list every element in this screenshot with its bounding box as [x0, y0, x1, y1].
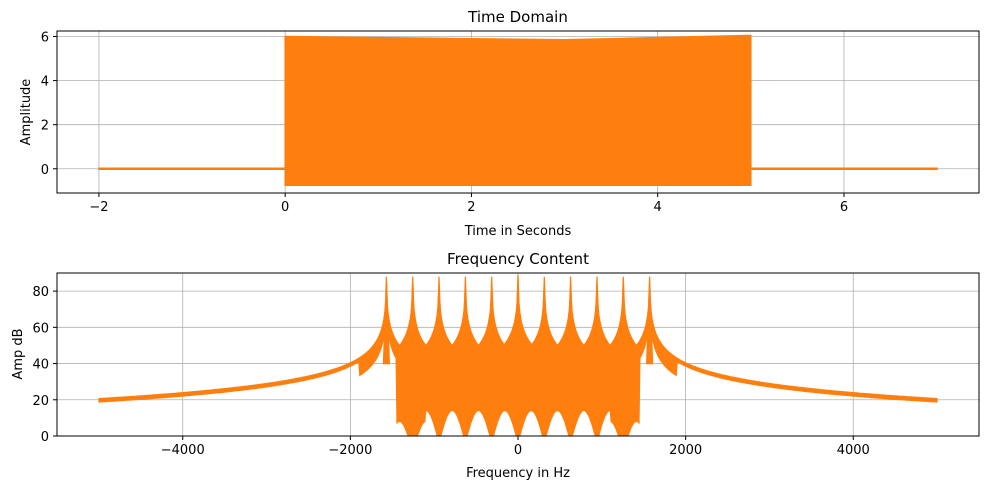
spectrum-peak [409, 276, 417, 365]
spectrum-peak [488, 276, 496, 365]
y-tick-label: 0 [41, 430, 49, 445]
y-tick-label: 6 [41, 31, 49, 46]
x-tick-label: 4 [654, 200, 662, 215]
x-tick-label: 0 [514, 443, 522, 458]
frequency-content-y-label: Amp dB [11, 328, 26, 379]
x-tick-label: 2 [467, 200, 475, 215]
time-domain-title: Time Domain [467, 8, 568, 26]
time-domain-x-label: Time in Seconds [464, 224, 572, 239]
y-tick-label: 80 [32, 285, 49, 300]
spectrum-peak [514, 274, 522, 365]
x-tick-label: 2000 [669, 443, 702, 458]
frequency-content-title: Frequency Content [447, 250, 589, 268]
x-tick-label: −2000 [328, 443, 372, 458]
time-domain-frame [56, 30, 980, 194]
spectrum-peak [382, 276, 391, 365]
spectrum-peak [645, 276, 654, 365]
x-tick-label: 0 [281, 200, 289, 215]
time-domain-series [98, 34, 938, 187]
x-tick-label: −4000 [161, 443, 205, 458]
y-tick-label: 60 [32, 321, 49, 336]
spectrum-peak [619, 276, 627, 365]
spectrum-peak [461, 276, 470, 365]
time-domain-signal [98, 34, 938, 187]
spectrum-peak [540, 276, 548, 365]
time-domain-y-label: Amplitude [19, 79, 34, 146]
y-tick-label: 2 [41, 119, 49, 134]
frequency-content-series [98, 274, 938, 437]
frequency-content-plot: Frequency Content −4000 −2000 0 2000 4000 0 2… [11, 250, 980, 481]
y-tick-label: 40 [32, 358, 49, 373]
spectrum-peak [593, 276, 601, 365]
spectrum-peak [566, 276, 575, 365]
x-tick-label: −2 [89, 200, 108, 215]
x-tick-label: 4000 [837, 443, 870, 458]
time-domain-x-ticks: −2 0 2 4 6 [89, 193, 848, 215]
frequency-content-x-ticks: −4000 −2000 0 2000 4000 [161, 436, 870, 458]
frequency-content-x-label: Frequency in Hz [466, 466, 570, 481]
y-tick-label: 20 [32, 394, 49, 409]
frequency-content-y-ticks: 0 20 40 60 80 [32, 285, 57, 445]
x-tick-label: 6 [840, 200, 848, 215]
spectrum-peak [435, 276, 443, 365]
time-domain-y-ticks: 0 2 4 6 [41, 31, 57, 178]
y-tick-label: 4 [41, 75, 49, 90]
y-tick-label: 0 [41, 163, 49, 178]
